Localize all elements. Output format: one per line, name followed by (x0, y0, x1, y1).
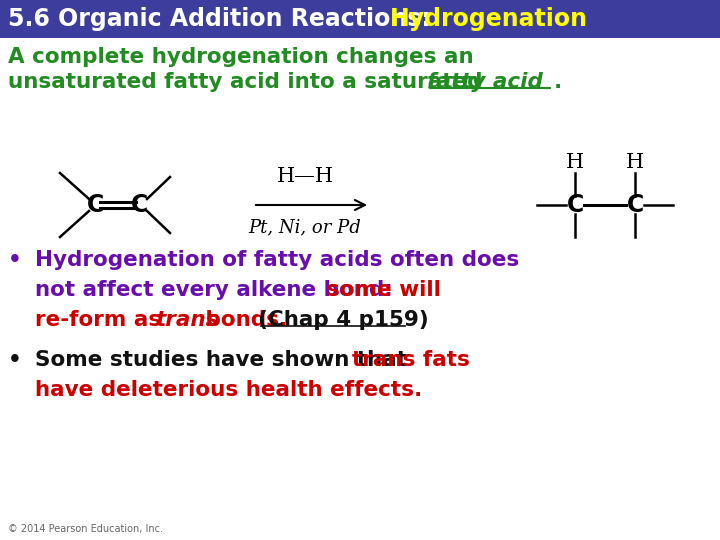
Text: have deleterious health effects.: have deleterious health effects. (35, 380, 422, 400)
Text: unsaturated fatty acid into a saturated: unsaturated fatty acid into a saturated (8, 72, 490, 92)
Text: fatty acid: fatty acid (427, 72, 543, 92)
Text: Hydrogenation of fatty acids often does: Hydrogenation of fatty acids often does (35, 250, 519, 270)
Text: 5.6 Organic Addition Reactions:: 5.6 Organic Addition Reactions: (8, 7, 431, 31)
Text: some will: some will (327, 280, 441, 300)
Text: re-form as: re-form as (35, 310, 168, 330)
Text: C: C (87, 193, 104, 217)
Text: C: C (567, 193, 584, 217)
Text: H: H (566, 153, 584, 172)
Text: Hydrogenation: Hydrogenation (390, 7, 588, 31)
Text: H—H: H—H (276, 167, 333, 186)
Text: C: C (131, 193, 148, 217)
Text: Some studies have shown that: Some studies have shown that (35, 350, 415, 370)
FancyArrowPatch shape (256, 200, 365, 210)
Text: .: . (554, 72, 562, 92)
Bar (0, 0, 720, 38)
Text: (Chap 4 p159): (Chap 4 p159) (258, 310, 428, 330)
Text: bonds.: bonds. (198, 310, 294, 330)
Text: Pt, Ni, or Pd: Pt, Ni, or Pd (248, 218, 361, 236)
Text: A complete hydrogenation changes an: A complete hydrogenation changes an (8, 47, 474, 67)
Text: trans fats: trans fats (352, 350, 470, 370)
Text: not affect every alkene bond:: not affect every alkene bond: (35, 280, 400, 300)
Text: trans: trans (155, 310, 218, 330)
Text: C: C (626, 193, 644, 217)
Text: •: • (8, 350, 22, 370)
Text: H: H (626, 153, 644, 172)
Text: •: • (8, 250, 22, 270)
Text: © 2014 Pearson Education, Inc.: © 2014 Pearson Education, Inc. (8, 524, 163, 534)
